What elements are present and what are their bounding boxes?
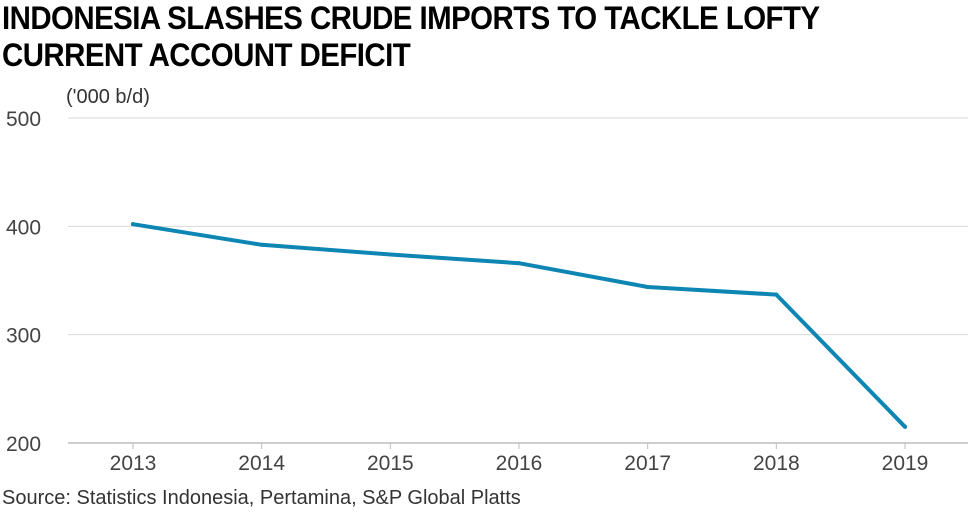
x-tick-label-2017: 2017 xyxy=(624,452,671,475)
series-layer xyxy=(131,222,907,429)
data-point-2019 xyxy=(903,424,907,429)
x-tick-label-2013: 2013 xyxy=(110,452,157,475)
source-note: Source: Statistics Indonesia, Pertamina,… xyxy=(2,487,521,509)
x-tick-label-2016: 2016 xyxy=(496,452,543,475)
chart-title: INDONESIA SLASHES CRUDE IMPORTS TO TACKL… xyxy=(2,0,820,73)
gridlines xyxy=(68,117,968,444)
y-axis-unit-label: ('000 b/d) xyxy=(66,86,150,108)
x-tick-label-2018: 2018 xyxy=(753,452,800,475)
data-point-2016 xyxy=(517,261,521,266)
x-tick-label-2015: 2015 xyxy=(367,452,414,475)
data-point-2015 xyxy=(388,252,393,257)
x-tick-labels: 2013 2014 2015 2016 2017 2018 2019 xyxy=(110,443,929,475)
y-tick-label-400: 400 xyxy=(6,216,41,239)
series-line-0 xyxy=(131,222,907,429)
y-tick-label-500: 500 xyxy=(6,108,41,131)
y-tick-labels: 200 300 400 500 xyxy=(6,108,41,456)
data-point-2014 xyxy=(259,242,264,247)
data-point-2017 xyxy=(645,285,650,289)
x-tick-label-2019: 2019 xyxy=(882,452,929,475)
data-point-2018 xyxy=(774,292,779,297)
x-tick-label-2014: 2014 xyxy=(238,452,285,475)
data-point-2013 xyxy=(131,222,135,227)
y-tick-label-200: 200 xyxy=(6,433,41,456)
y-tick-label-300: 300 xyxy=(6,325,41,348)
